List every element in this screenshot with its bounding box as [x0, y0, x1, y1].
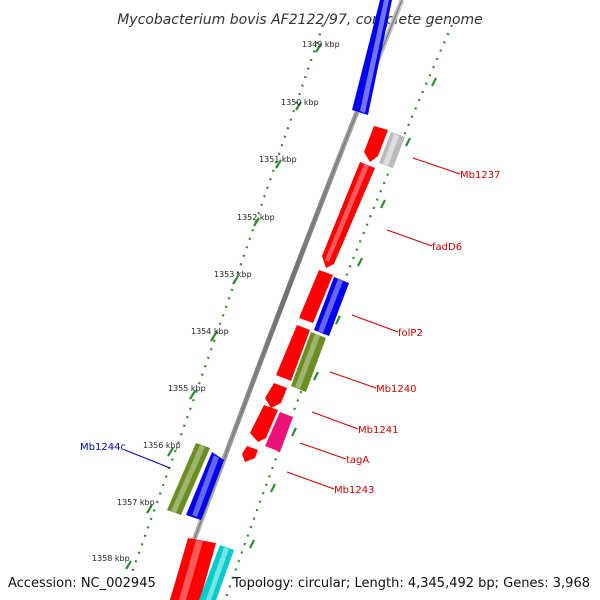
gene-feature: [167, 443, 210, 515]
gene-feature: [314, 277, 349, 336]
gene-feature: [265, 412, 293, 452]
gene-feature: [299, 270, 333, 323]
gene-feature: [291, 332, 326, 392]
gene-feature: [170, 538, 216, 600]
tick-label-1353: 1353 kbp: [214, 270, 252, 279]
gene-label-folp2[interactable]: folP2: [398, 328, 423, 339]
gene-feature: [199, 545, 234, 600]
tick-mark-1349: [315, 43, 322, 53]
reverse-strand-genes: [167, 443, 224, 520]
tick-label-1349: 1349 kbp: [302, 40, 340, 49]
gene-feature: [179, 540, 203, 600]
gene-feature: [364, 126, 388, 162]
tick-mark-1352: [253, 217, 260, 227]
gene-feature: [322, 162, 375, 268]
gene-feature: [318, 279, 343, 333]
tick-mark-1355: [189, 390, 196, 400]
gene-feature: [242, 446, 258, 462]
tick-mark-1358: [125, 560, 132, 570]
tick-label-1352: 1352 kbp: [237, 213, 275, 222]
tick-mark-1356: [167, 447, 174, 457]
tick-label-1356: 1356 kbp: [143, 441, 181, 450]
gene-label-mb1243[interactable]: Mb1243: [334, 485, 374, 496]
tick-label-1354: 1354 kbp: [191, 327, 229, 336]
tick-label-1350: 1350 kbp: [281, 98, 319, 107]
gene-label-taga[interactable]: tagA: [346, 455, 369, 466]
gene-feature: [171, 445, 205, 513]
topology-text: Topology: circular; Length: 4,345,492 bp…: [232, 576, 590, 591]
gene-feature: [250, 405, 278, 442]
gene-feature: [383, 134, 399, 166]
gene-feature: [360, 0, 389, 113]
tick-mark-1354: [210, 332, 217, 342]
tick-mark-1353: [232, 275, 239, 285]
tick-label-1351: 1351 kbp: [259, 155, 297, 164]
outer-tick-ring: [223, 24, 454, 600]
gene-feature: [325, 164, 369, 262]
gene-feature: [192, 455, 219, 517]
tick-mark-1357: [146, 504, 153, 514]
tick-mark-1351: [275, 159, 282, 169]
gene-label-mb1237[interactable]: Mb1237: [460, 170, 500, 181]
gene-feature: [186, 452, 224, 520]
forward-strand-genes: [170, 0, 405, 600]
outer-ring-ticks: [249, 77, 437, 549]
map-title: Mycobacterium bovis AF2122/97, complete …: [117, 12, 483, 28]
gene-label-mb1240[interactable]: Mb1240: [376, 384, 416, 395]
inner-tick-ring: [129, 24, 325, 576]
tick-label-1358: 1358 kbp: [92, 554, 130, 563]
gene-leader-lines: [124, 157, 461, 490]
gene-feature: [295, 334, 320, 389]
gene-feature: [206, 547, 229, 600]
gene-label-mb1241[interactable]: Mb1241: [358, 425, 398, 436]
gene-feature: [265, 383, 287, 408]
gene-label-mb1244c[interactable]: Mb1244c: [80, 442, 126, 453]
accession-text: Accession: NC_002945: [8, 576, 156, 591]
tick-mark-1350: [295, 101, 302, 111]
tick-label-1355: 1355 kbp: [168, 384, 206, 393]
gene-feature: [276, 325, 310, 381]
gene-labels: Mb1237 fadD6 folP2 Mb1240 Mb1241 tagA Mb…: [80, 170, 500, 496]
tick-label-1357: 1357 kbp: [117, 498, 155, 507]
gene-feature: [352, 0, 392, 115]
gene-label-fadd6[interactable]: fadD6: [432, 242, 462, 253]
kbp-scale: 1349 kbp 1350 kbp 1351 kbp 1352 kbp 1353…: [92, 40, 340, 570]
